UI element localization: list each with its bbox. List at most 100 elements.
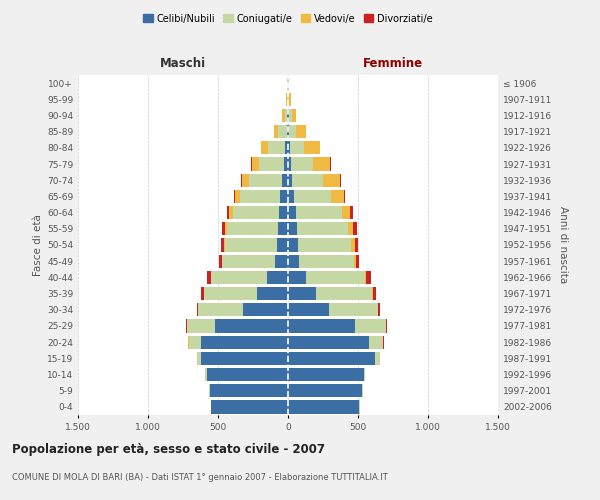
Text: COMUNE DI MOLA DI BARI (BA) - Dati ISTAT 1° gennaio 2007 - Elaborazione TUTTITAL: COMUNE DI MOLA DI BARI (BA) - Dati ISTAT… (12, 472, 388, 482)
Bar (201, 287, 204, 300)
Bar (287, 125, 288, 138)
Bar (347, 222, 353, 235)
Bar (288, 190, 293, 203)
Bar (289, 125, 296, 138)
Bar (209, 384, 288, 398)
Bar (278, 125, 287, 138)
Bar (222, 222, 225, 235)
Bar (288, 238, 298, 252)
Bar (290, 141, 304, 154)
Bar (369, 336, 383, 349)
Bar (288, 368, 364, 381)
Bar (292, 174, 323, 187)
Bar (287, 109, 288, 122)
Bar (207, 270, 211, 284)
Bar (288, 158, 291, 170)
Bar (288, 320, 355, 332)
Bar (296, 125, 306, 138)
Bar (288, 174, 292, 187)
Bar (288, 222, 297, 235)
Bar (362, 384, 363, 398)
Bar (289, 92, 291, 106)
Bar (242, 174, 249, 187)
Bar (298, 238, 351, 252)
Bar (365, 270, 366, 284)
Bar (288, 336, 369, 349)
Bar (188, 336, 201, 349)
Text: Maschi: Maschi (160, 57, 206, 70)
Bar (288, 109, 289, 122)
Bar (243, 303, 288, 316)
Bar (364, 368, 365, 381)
Bar (222, 254, 275, 268)
Bar (351, 238, 355, 252)
Bar (251, 158, 259, 170)
Bar (257, 287, 288, 300)
Bar (267, 270, 288, 284)
Bar (355, 238, 358, 252)
Bar (288, 352, 375, 365)
Bar (225, 222, 227, 235)
Bar (330, 158, 331, 170)
Bar (199, 303, 243, 316)
Bar (350, 206, 353, 220)
Legend: Celibi/Nubili, Coniugati/e, Vedovi/e, Divorziati/e: Celibi/Nubili, Coniugati/e, Vedovi/e, Di… (139, 10, 437, 28)
Bar (211, 400, 288, 413)
Bar (227, 206, 229, 220)
Bar (205, 368, 207, 381)
Bar (262, 141, 268, 154)
Bar (241, 174, 242, 187)
Bar (288, 206, 296, 220)
Bar (268, 141, 285, 154)
Bar (291, 158, 313, 170)
Bar (375, 352, 380, 365)
Text: Popolazione per età, sesso e stato civile - 2007: Popolazione per età, sesso e stato civil… (12, 442, 325, 456)
Bar (201, 336, 288, 349)
Bar (283, 109, 284, 122)
Bar (284, 158, 288, 170)
Bar (355, 320, 386, 332)
Bar (386, 320, 388, 332)
Bar (288, 303, 329, 316)
Bar (201, 352, 288, 365)
Bar (221, 254, 222, 268)
Bar (283, 174, 288, 187)
Bar (288, 270, 306, 284)
Bar (356, 254, 359, 268)
Bar (233, 206, 279, 220)
Bar (288, 141, 290, 154)
Bar (187, 320, 215, 332)
Bar (378, 303, 380, 316)
Bar (306, 270, 365, 284)
Bar (204, 287, 257, 300)
Bar (280, 190, 288, 203)
Bar (288, 287, 316, 300)
Text: Femmine: Femmine (363, 57, 423, 70)
Bar (211, 270, 267, 284)
Bar (372, 287, 373, 300)
Bar (292, 109, 296, 122)
Bar (297, 222, 347, 235)
Bar (342, 206, 350, 220)
Bar (235, 190, 240, 203)
Bar (340, 174, 341, 187)
Bar (373, 287, 376, 300)
Bar (293, 190, 331, 203)
Bar (288, 254, 299, 268)
Bar (225, 238, 277, 252)
Bar (286, 92, 287, 106)
Bar (323, 174, 340, 187)
Bar (296, 206, 342, 220)
Bar (221, 238, 224, 252)
Bar (234, 190, 235, 203)
Bar (284, 109, 287, 122)
Bar (227, 222, 277, 235)
Bar (249, 174, 283, 187)
Bar (186, 320, 187, 332)
Bar (275, 254, 288, 268)
Bar (288, 400, 359, 413)
Bar (313, 158, 330, 170)
Bar (304, 141, 320, 154)
Bar (299, 254, 354, 268)
Bar (288, 384, 362, 398)
